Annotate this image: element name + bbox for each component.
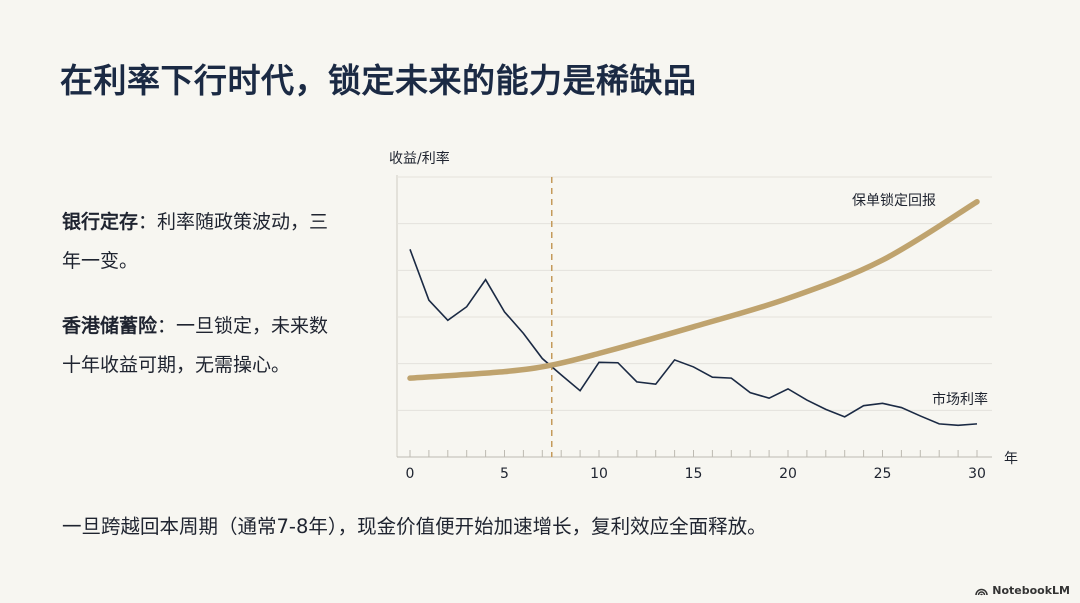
x-tick-label: 30 (968, 466, 986, 482)
series-label-policy: 保单锁定回报 (852, 193, 936, 209)
x-tick-label: 10 (590, 466, 608, 482)
page-title: 在利率下行时代，锁定未来的能力是稀缺品 (60, 61, 697, 100)
footer-text: 一旦跨越回本周期（通常7-8年），现金价值便开始加速增长，复利效应全面释放。 (62, 515, 767, 538)
x-tick-label: 0 (406, 466, 415, 482)
series-label-market: 市场利率 (932, 391, 988, 408)
series-line-policy-return (407, 198, 980, 381)
notebooklm-icon (975, 588, 988, 595)
x-tick-label: 25 (874, 466, 892, 482)
point-text: ：利率随政策波动，三年一变。 (62, 211, 329, 272)
x-axis-label: 年 (1004, 451, 1018, 467)
point-heading: 银行定存 (62, 211, 139, 233)
point-text: ：一旦锁定，未来数十年收益可期，无需操心。 (62, 315, 329, 376)
brand-name: NotebookLM (992, 584, 1070, 597)
x-tick-label: 5 (500, 466, 509, 482)
x-axis-ticks: 0 5 10 15 20 25 30 (406, 450, 986, 482)
point-hk-savings: 香港储蓄险：一旦锁定，未来数十年收益可期，无需操心。 (62, 307, 332, 384)
x-tick-label: 20 (779, 466, 797, 482)
brand-logo: NotebookLM (975, 584, 1070, 597)
point-bank-deposit: 银行定存：利率随政策波动，三年一变。 (62, 203, 332, 280)
y-axis-label: 收益/利率 (389, 150, 450, 167)
series-line-market-rate (409, 249, 978, 427)
grid-lines (396, 175, 992, 458)
point-heading: 香港储蓄险 (62, 315, 158, 337)
x-tick-label: 15 (685, 466, 703, 482)
